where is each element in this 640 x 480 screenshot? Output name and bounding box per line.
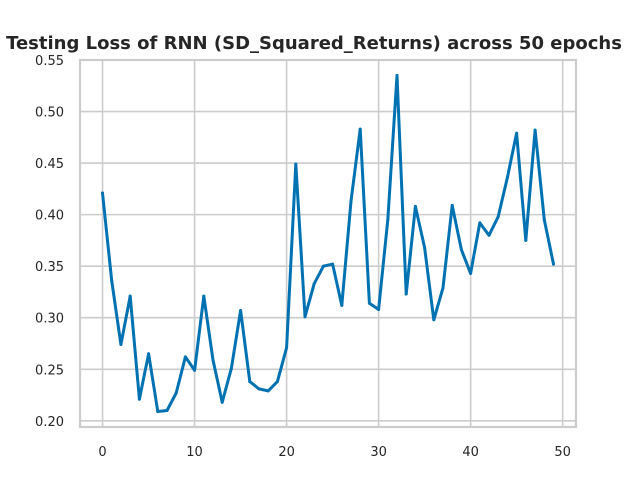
data-point xyxy=(331,262,335,266)
y-tick-label: 0.55 xyxy=(35,54,64,69)
data-point xyxy=(257,387,261,391)
data-point xyxy=(220,400,224,404)
y-tick-label: 0.40 xyxy=(35,209,64,224)
series-line xyxy=(101,74,555,413)
data-point xyxy=(101,191,105,195)
x-tick-label: 0 xyxy=(98,445,106,460)
y-tick-label: 0.25 xyxy=(35,363,64,378)
data-point xyxy=(156,410,160,414)
data-point xyxy=(367,301,371,305)
data-point xyxy=(404,292,408,296)
data-point xyxy=(533,128,537,132)
data-point xyxy=(229,366,233,370)
data-point xyxy=(183,355,187,359)
data-point xyxy=(193,368,197,372)
x-tick-label: 50 xyxy=(554,445,571,460)
data-point xyxy=(524,238,528,242)
data-point xyxy=(294,162,298,166)
data-point xyxy=(542,218,546,222)
data-point xyxy=(285,346,289,350)
grid-layer xyxy=(80,59,576,427)
data-point xyxy=(423,246,427,250)
x-tick-label: 10 xyxy=(186,445,203,460)
data-point xyxy=(321,264,325,268)
data-point xyxy=(459,248,463,252)
data-point xyxy=(165,409,169,413)
data-point xyxy=(174,391,178,395)
y-tick-label: 0.35 xyxy=(35,260,64,275)
x-tick-label: 40 xyxy=(462,445,479,460)
x-tick-label: 30 xyxy=(370,445,387,460)
series-layer xyxy=(101,73,555,414)
data-point xyxy=(395,73,399,77)
data-point xyxy=(469,271,473,275)
x-tick-label: 20 xyxy=(278,445,295,460)
data-point xyxy=(413,204,417,208)
data-point xyxy=(432,318,436,322)
data-point xyxy=(266,389,270,393)
data-point xyxy=(349,199,353,203)
data-point xyxy=(487,233,491,237)
data-point xyxy=(312,282,316,286)
data-point xyxy=(147,352,151,356)
data-point xyxy=(505,176,509,180)
data-point xyxy=(386,218,390,222)
data-point xyxy=(119,343,123,347)
data-point xyxy=(377,307,381,311)
chart-title: Testing Loss of RNN (SD_Squared_Returns)… xyxy=(6,33,622,54)
y-tick-label: 0.20 xyxy=(35,415,64,430)
data-point xyxy=(211,358,215,362)
data-point xyxy=(340,303,344,307)
data-point xyxy=(110,279,114,283)
data-point xyxy=(239,309,243,313)
y-tick-label: 0.50 xyxy=(35,106,64,121)
data-point xyxy=(450,203,454,207)
data-point xyxy=(202,294,206,298)
data-point xyxy=(478,221,482,225)
data-point xyxy=(128,294,132,298)
data-point xyxy=(248,380,252,384)
y-tick-label: 0.45 xyxy=(35,157,64,172)
data-point xyxy=(358,127,362,131)
plot-frame xyxy=(78,58,578,429)
data-point xyxy=(275,380,279,384)
data-point xyxy=(496,215,500,219)
data-point xyxy=(551,262,555,266)
data-point xyxy=(303,315,307,319)
y-tick-label: 0.30 xyxy=(35,312,64,327)
data-point xyxy=(515,131,519,135)
data-point xyxy=(137,397,141,401)
data-point xyxy=(441,286,445,290)
tick-layer: 0 10 20 30 40 50 0.20 0.25 0.30 0.35 0.40 0.45 0.50 0… xyxy=(35,54,571,460)
